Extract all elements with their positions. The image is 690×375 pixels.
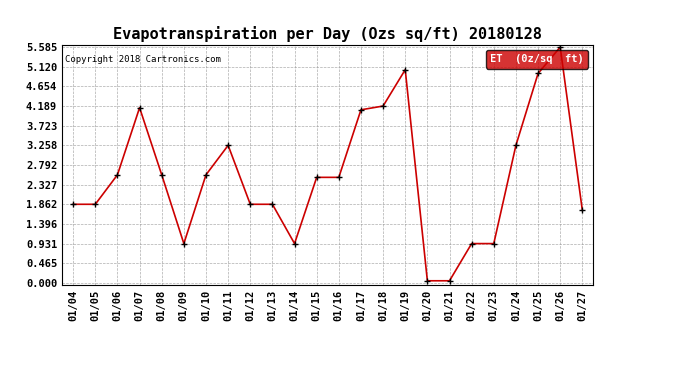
Text: Copyright 2018 Cartronics.com: Copyright 2018 Cartronics.com	[65, 55, 221, 64]
Legend: ET  (0z/sq  ft): ET (0z/sq ft)	[486, 50, 588, 69]
Title: Evapotranspiration per Day (Ozs sq/ft) 20180128: Evapotranspiration per Day (Ozs sq/ft) 2…	[113, 27, 542, 42]
